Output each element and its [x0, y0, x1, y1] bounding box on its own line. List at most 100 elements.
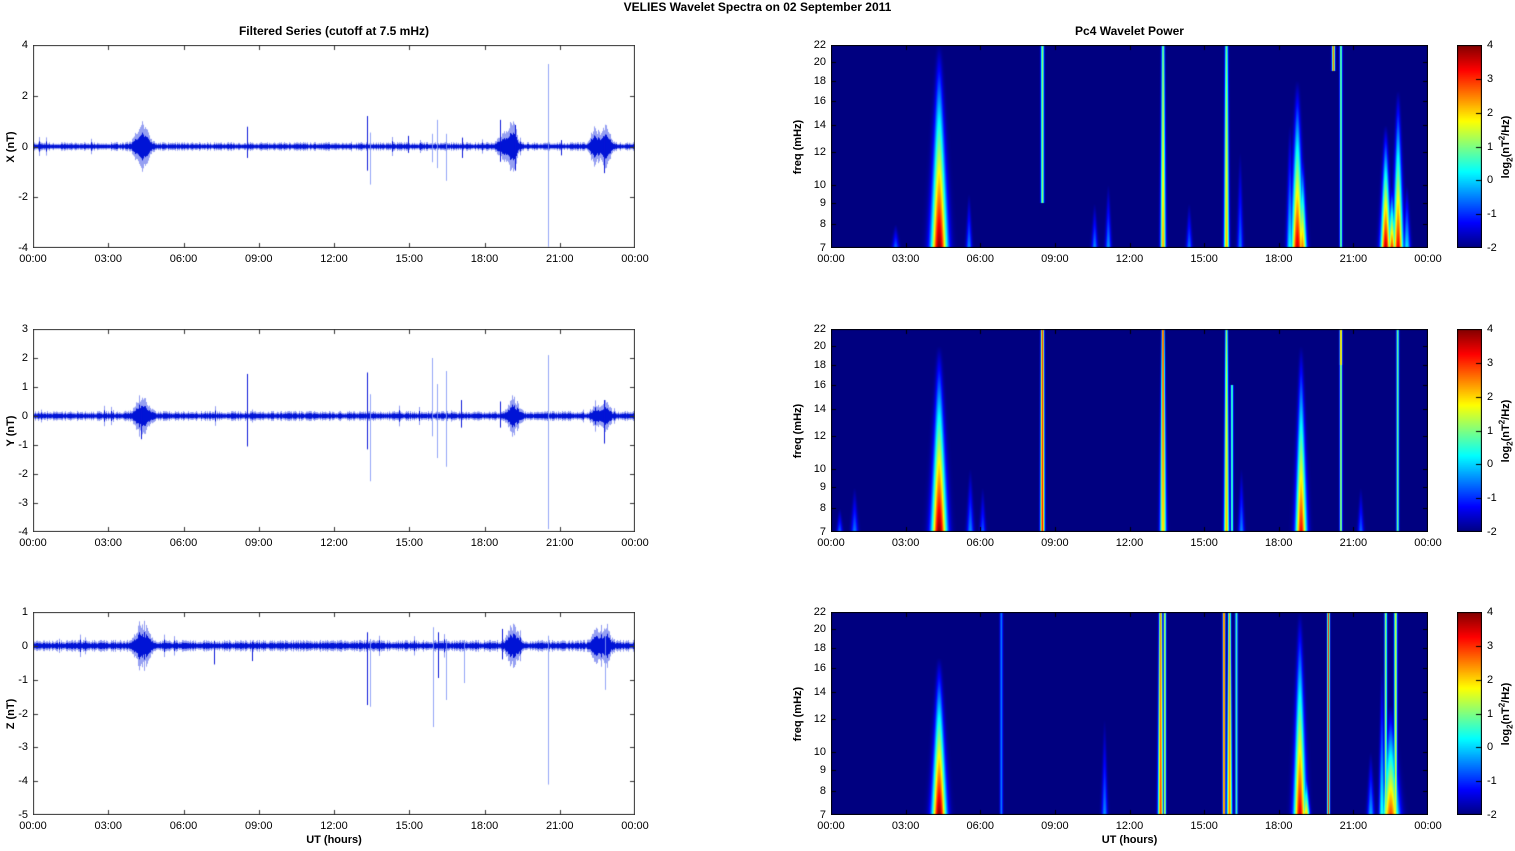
time-tick-label: 03:00 [94, 253, 123, 265]
colorbar-tick-label: 0 [1487, 458, 1494, 471]
timeseries-z-plot [33, 612, 635, 815]
time-tick-label: 03:00 [94, 537, 123, 549]
spectrogram-x-plot [831, 45, 1428, 248]
colorbar-tick-label: 1 [1487, 707, 1494, 720]
time-tick-label: 18:00 [470, 253, 499, 265]
time-tick-label: 21:00 [545, 253, 574, 265]
colorbar-tick-label: -1 [1487, 208, 1497, 221]
colorbar-tick-label: -2 [1487, 809, 1497, 821]
y-tick-label: -2 [18, 191, 28, 204]
time-tick-label: 09:00 [1041, 537, 1069, 549]
colorbar-tick-label: 1 [1487, 424, 1494, 437]
time-tick-label: 00:00 [1414, 820, 1442, 832]
y-tick-label: 0 [21, 140, 28, 153]
colorbar-tick-label: 3 [1487, 356, 1494, 369]
colorbar-tick-label: 3 [1487, 72, 1494, 85]
y-tick-label: 2 [21, 89, 28, 102]
freq-tick-label: 14 [813, 686, 826, 699]
colorbar-tick-label: 4 [1487, 39, 1494, 51]
time-tick-label: 21:00 [1339, 253, 1368, 265]
wavelet-power-title: Pc4 Wavelet Power [1075, 24, 1184, 38]
freq-tick-label: 20 [813, 339, 826, 352]
y-tick-label: 0 [21, 639, 28, 652]
freq-tick-label: 22 [813, 606, 826, 618]
freq-tick-label: 16 [813, 379, 826, 392]
time-tick-label: 00:00 [19, 820, 47, 832]
time-tick-label: 00:00 [817, 537, 845, 549]
colorbar-tick-label: 2 [1487, 673, 1494, 686]
time-tick-label: 12:00 [320, 820, 348, 832]
spectrogram-y-plot [831, 329, 1428, 532]
colorbar-tick-label: -1 [1487, 775, 1497, 788]
time-tick-label: 00:00 [817, 820, 845, 832]
series-x-canvas [33, 45, 635, 248]
freq-tick-label: 18 [813, 74, 826, 87]
y-tick-label: 1 [21, 381, 28, 393]
timeseries-y-plot [33, 329, 635, 532]
y-tick-label: 3 [21, 323, 28, 335]
freq-tick-label: 7 [819, 242, 826, 254]
time-tick-label: 00:00 [19, 537, 47, 549]
wavelet-y-canvas [831, 329, 1428, 532]
time-tick-label: 06:00 [966, 820, 995, 832]
x-axis-label-right: UT (hours) [1101, 834, 1158, 846]
time-tick-label: 18:00 [1264, 253, 1293, 265]
y-tick-label: 4 [21, 39, 28, 51]
freq-tick-label: 9 [819, 764, 826, 777]
time-tick-label: 00:00 [621, 820, 649, 832]
time-tick-label: 21:00 [545, 820, 574, 832]
time-tick-label: 18:00 [1264, 820, 1293, 832]
colorbar-tick-label: -1 [1487, 492, 1497, 505]
time-tick-label: 12:00 [1115, 253, 1144, 265]
freq-tick-label: 18 [813, 358, 826, 371]
freq-tick-label: 16 [813, 662, 826, 675]
time-tick-label: 09:00 [244, 820, 273, 832]
time-tick-label: 06:00 [169, 537, 198, 549]
colorbar-tick-label: 4 [1487, 323, 1494, 335]
colorbar-tick-label: 4 [1487, 606, 1494, 618]
freq-tick-label: 8 [819, 785, 826, 798]
freq-tick-label: 10 [813, 745, 826, 758]
time-tick-label: 06:00 [966, 537, 995, 549]
colorbar-tick-label: 2 [1487, 106, 1494, 119]
freq-tick-label: 16 [813, 95, 826, 108]
colorbar-label-sup: 2 [1497, 419, 1507, 424]
freq-tick-label: 12 [813, 713, 826, 726]
colorbar-x [1457, 45, 1482, 253]
y-tick-label: -2 [18, 468, 28, 480]
time-tick-label: 03:00 [94, 820, 123, 832]
time-tick-label: 18:00 [470, 537, 499, 549]
colorbar-canvas [1457, 45, 1482, 248]
colorbar-label-sub: 2 [1505, 156, 1515, 162]
freq-tick-label: 12 [813, 146, 826, 159]
freq-tick-label: 12 [813, 430, 826, 443]
y-tick-label: -3 [18, 741, 28, 754]
time-tick-label: 00:00 [817, 253, 845, 265]
colorbar-label-sub: 2 [1505, 723, 1515, 729]
freq-tick-label: 18 [813, 641, 826, 654]
colorbar-tick-label: 1 [1487, 140, 1494, 153]
series-y-canvas [33, 329, 635, 532]
time-tick-label: 21:00 [1339, 537, 1368, 549]
time-tick-label: 09:00 [1041, 820, 1069, 832]
freq-tick-label: 8 [819, 218, 826, 231]
y-tick-label: -4 [18, 775, 28, 788]
time-tick-label: 03:00 [891, 537, 920, 549]
colorbar-label-sup: 2 [1497, 135, 1507, 140]
y-tick-label: 2 [21, 352, 28, 364]
time-tick-label: 00:00 [1414, 253, 1442, 265]
colorbar-canvas [1457, 612, 1482, 815]
time-tick-label: 15:00 [395, 537, 424, 549]
time-tick-label: 03:00 [891, 253, 920, 265]
time-tick-label: 09:00 [244, 253, 273, 265]
colorbar-label-sub: 2 [1505, 440, 1515, 446]
colorbar-label-sup: 2 [1497, 702, 1507, 707]
colorbar-canvas [1457, 329, 1482, 532]
colorbar-tick-label: 0 [1487, 741, 1494, 754]
spectrogram-z-plot [831, 612, 1428, 815]
colorbar-tick-label: 0 [1487, 174, 1494, 187]
time-tick-label: 21:00 [1339, 820, 1368, 832]
freq-tick-label: 22 [813, 39, 826, 51]
freq-tick-label: 8 [819, 502, 826, 515]
